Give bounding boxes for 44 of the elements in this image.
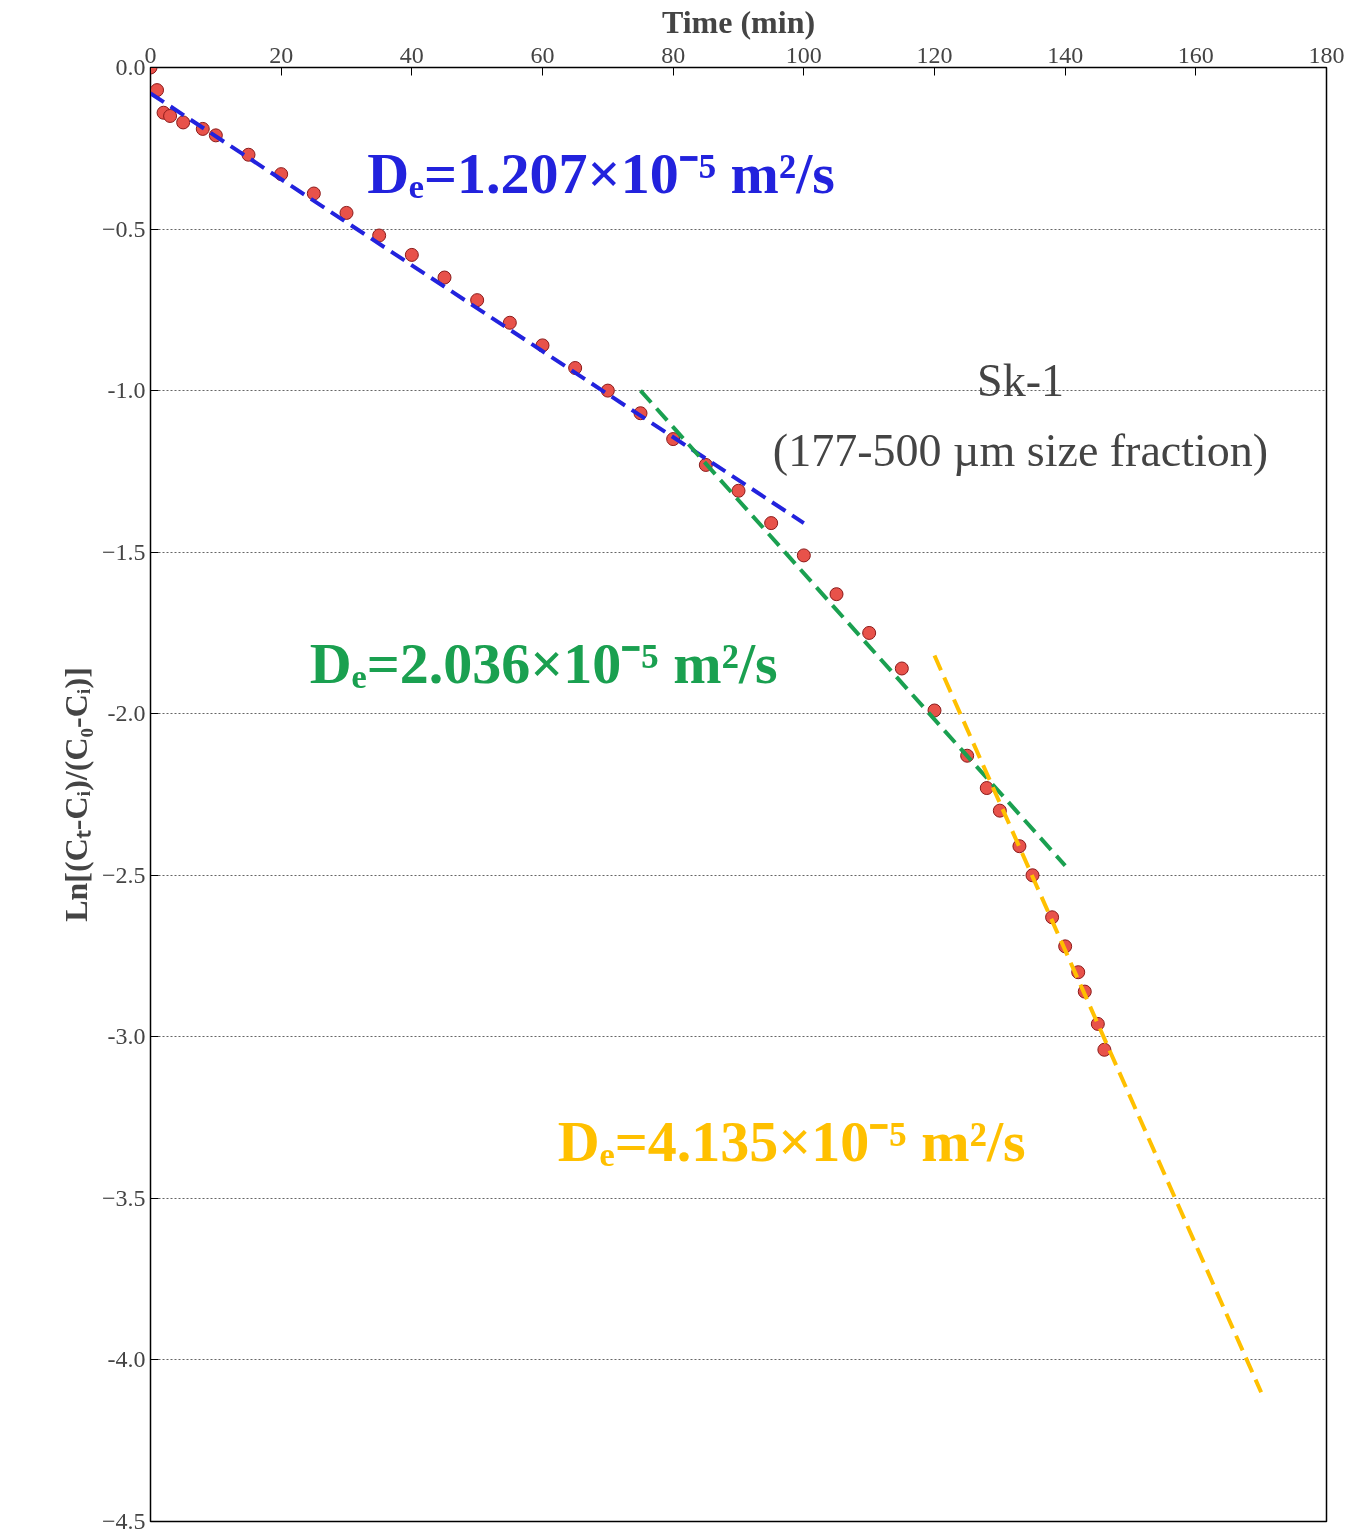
x-tick-label: 140 (1047, 41, 1084, 68)
point (1097, 1042, 1112, 1057)
point (894, 661, 909, 676)
x-tick-label: 40 (399, 41, 424, 68)
point (339, 205, 354, 220)
y-tick-label: -1.0 (107, 377, 146, 404)
y-tick-label: -4.0 (107, 1346, 146, 1373)
series-label: Dₑ=4.135×10⁻⁵ m²/s (557, 1109, 1026, 1175)
point (862, 625, 877, 640)
point (372, 228, 387, 243)
point (731, 483, 746, 498)
point (979, 781, 994, 796)
point (404, 247, 419, 262)
x-tick-label: 120 (916, 41, 953, 68)
point (437, 270, 452, 285)
series-label: Dₑ=1.207×10⁻⁵ m²/s (367, 140, 835, 206)
x-tick-label: 100 (785, 41, 822, 68)
x-tick-label: 0 (144, 41, 157, 68)
y-axis-title: Ln[(Cₜ-Cᵢ)/(C₀-Cᵢ)] (57, 667, 94, 922)
x-tick-label: 20 (269, 41, 294, 68)
point (470, 293, 485, 308)
y-tick-label: −4.5 (101, 1508, 146, 1534)
point (764, 516, 779, 531)
x-tick-label: 180 (1308, 41, 1345, 68)
point (502, 315, 517, 330)
y-tick-label: −3.5 (101, 1184, 146, 1211)
point (796, 548, 811, 563)
series-label: Dₑ=2.036×10⁻⁵ m²/s (309, 630, 778, 696)
annotation: (177-500 µm size fraction) (772, 425, 1269, 476)
x-axis-title: Time (min) (661, 3, 816, 40)
y-tick-label: 0.0 (115, 54, 146, 80)
y-tick-label: −0.5 (101, 215, 146, 242)
point (176, 115, 191, 130)
y-tick-label: −1.5 (101, 538, 146, 565)
x-tick-label: 80 (661, 41, 686, 68)
point (829, 587, 844, 602)
y-tick-label: −2.5 (101, 861, 146, 888)
point (163, 108, 178, 123)
y-tick-label: -3.0 (107, 1023, 146, 1050)
y-tick-label: -2.0 (107, 700, 146, 727)
point (306, 186, 321, 201)
annotation: Sk-1 (977, 355, 1064, 406)
x-tick-label: 60 (530, 41, 555, 68)
x-tick-label: 160 (1177, 41, 1214, 68)
